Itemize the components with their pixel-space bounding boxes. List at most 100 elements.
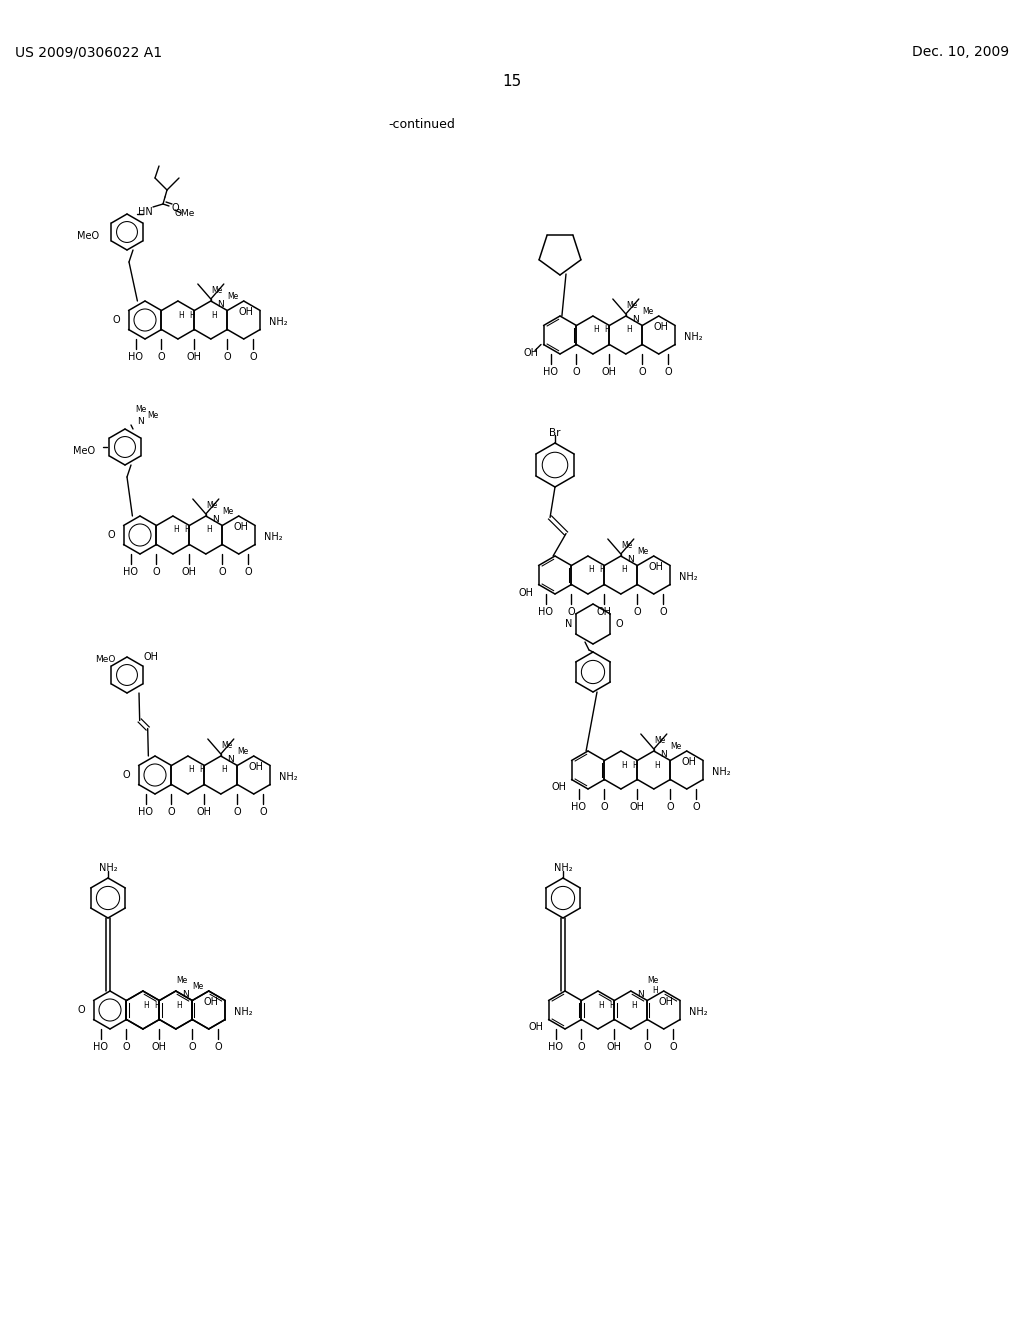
- Text: H: H: [626, 326, 632, 334]
- Text: Me: Me: [622, 541, 632, 550]
- Text: O: O: [665, 367, 672, 378]
- Text: O: O: [158, 352, 165, 362]
- Text: OH: OH: [233, 521, 248, 532]
- Text: H: H: [652, 986, 657, 995]
- Text: O: O: [667, 803, 674, 812]
- Text: Me: Me: [227, 292, 239, 301]
- Text: O: O: [233, 807, 241, 817]
- Text: O: O: [223, 352, 231, 362]
- Text: Me: Me: [238, 747, 248, 756]
- Text: H: H: [221, 766, 226, 775]
- Text: Me: Me: [206, 502, 217, 511]
- Text: Me: Me: [193, 982, 204, 991]
- Text: O: O: [123, 1041, 130, 1052]
- Text: OH: OH: [658, 997, 674, 1007]
- Text: OH: OH: [653, 322, 669, 333]
- Text: OH: OH: [597, 607, 612, 616]
- Text: H: H: [173, 525, 179, 535]
- Text: H: H: [154, 1001, 160, 1010]
- Text: NH₂: NH₂: [554, 863, 572, 873]
- Text: HO: HO: [571, 803, 586, 812]
- Text: OH: OH: [648, 562, 664, 572]
- Text: HO: HO: [93, 1041, 108, 1052]
- Text: OH: OH: [552, 783, 566, 792]
- Text: O: O: [171, 203, 179, 213]
- Text: H: H: [598, 1001, 604, 1010]
- Text: O: O: [670, 1041, 677, 1052]
- Text: H: H: [631, 1001, 637, 1010]
- Text: OH: OH: [528, 1023, 544, 1032]
- Text: O: O: [634, 607, 641, 616]
- Text: US 2009/0306022 A1: US 2009/0306022 A1: [15, 45, 162, 59]
- Text: H: H: [654, 760, 659, 770]
- Text: O: O: [578, 1041, 586, 1052]
- Text: O: O: [259, 807, 267, 817]
- Text: H: H: [609, 1001, 614, 1010]
- Text: OMe: OMe: [175, 210, 196, 219]
- Text: O: O: [250, 352, 257, 362]
- Text: H: H: [199, 766, 205, 775]
- Text: N: N: [632, 315, 639, 325]
- Text: O: O: [638, 367, 646, 378]
- Text: OH: OH: [143, 652, 159, 663]
- Text: H: H: [211, 310, 217, 319]
- Text: Me: Me: [176, 977, 187, 985]
- Text: H: H: [588, 565, 594, 574]
- Text: O: O: [153, 568, 161, 577]
- Text: HO: HO: [138, 807, 153, 817]
- Text: Me: Me: [221, 742, 232, 750]
- Text: Me: Me: [642, 308, 653, 317]
- Text: NH₂: NH₂: [264, 532, 283, 543]
- Text: O: O: [108, 531, 115, 540]
- Text: N: N: [660, 750, 667, 759]
- Text: O: O: [692, 803, 700, 812]
- Text: H: H: [188, 766, 194, 775]
- Text: H: H: [632, 760, 638, 770]
- Text: OH: OH: [630, 803, 645, 812]
- Text: OH: OH: [204, 997, 218, 1007]
- Text: N: N: [637, 990, 644, 999]
- Text: O: O: [572, 367, 581, 378]
- Text: MeO: MeO: [73, 446, 95, 455]
- Text: OH: OH: [248, 762, 263, 772]
- Text: Dec. 10, 2009: Dec. 10, 2009: [912, 45, 1009, 59]
- Text: OH: OH: [182, 568, 197, 577]
- Text: Me: Me: [654, 737, 666, 746]
- Text: OH: OH: [239, 308, 253, 317]
- Text: OH: OH: [152, 1041, 167, 1052]
- Text: N: N: [182, 990, 189, 999]
- Text: O: O: [659, 607, 667, 616]
- Text: NH₂: NH₂: [679, 572, 698, 582]
- Text: H: H: [184, 525, 189, 535]
- Text: Me: Me: [626, 301, 637, 310]
- Text: O: O: [615, 619, 623, 630]
- Text: O: O: [214, 1041, 222, 1052]
- Text: HO: HO: [128, 352, 143, 362]
- Text: Me: Me: [211, 286, 222, 296]
- Text: Me: Me: [222, 507, 233, 516]
- Text: N: N: [565, 619, 572, 630]
- Text: H: H: [176, 1001, 181, 1010]
- Text: O: O: [601, 803, 608, 812]
- Text: H: H: [604, 326, 609, 334]
- Text: N: N: [137, 417, 144, 425]
- Text: Me: Me: [647, 977, 658, 985]
- Text: O: O: [113, 315, 120, 325]
- Text: NH₂: NH₂: [280, 772, 298, 781]
- Text: Me: Me: [637, 548, 648, 556]
- Text: HO: HO: [538, 607, 553, 616]
- Text: MeO: MeO: [77, 231, 99, 242]
- Text: N: N: [217, 300, 224, 309]
- Text: Me: Me: [670, 742, 681, 751]
- Text: OH: OH: [186, 352, 202, 362]
- Text: MeO: MeO: [95, 655, 115, 664]
- Text: HO: HO: [548, 1041, 563, 1052]
- Text: OH: OH: [523, 347, 539, 358]
- Text: H: H: [178, 310, 183, 319]
- Text: O: O: [567, 607, 575, 616]
- Text: H: H: [621, 565, 627, 574]
- Text: O: O: [77, 1005, 85, 1015]
- Text: NH₂: NH₂: [713, 767, 731, 777]
- Text: O: O: [643, 1041, 651, 1052]
- Text: H: H: [621, 760, 627, 770]
